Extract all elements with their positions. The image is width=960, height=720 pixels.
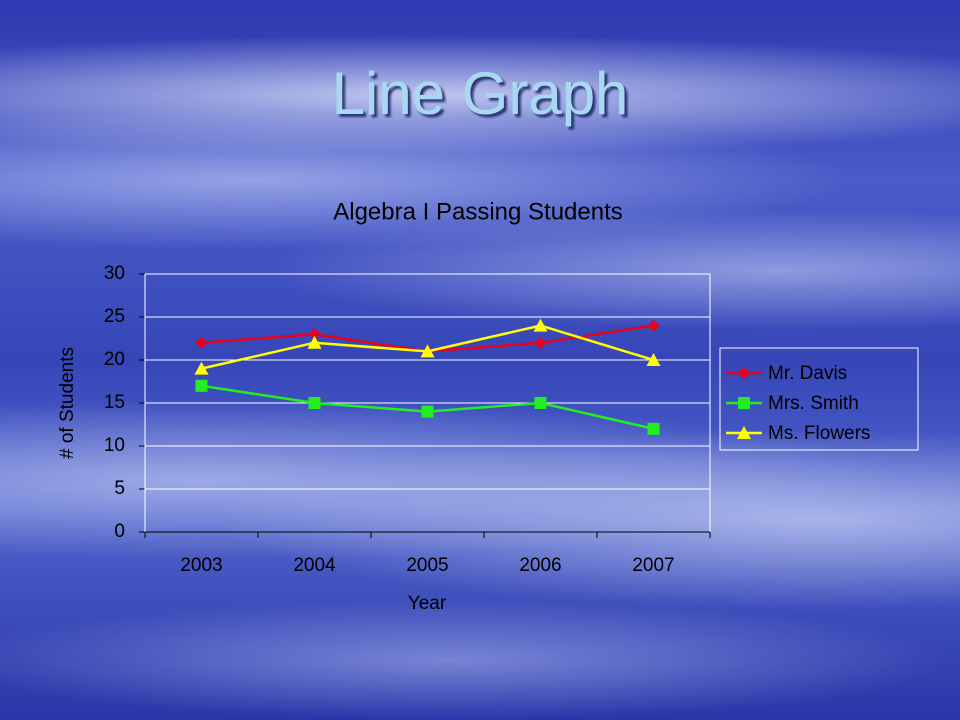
chart-title: Algebra I Passing Students	[333, 198, 623, 225]
legend-label: Mrs. Smith	[768, 393, 859, 414]
series-marker	[647, 319, 660, 332]
y-tick-label: 15	[104, 392, 125, 413]
series-marker	[646, 353, 661, 366]
x-tick-label: 2005	[406, 555, 448, 576]
series-marker	[307, 335, 322, 349]
legend-marker	[737, 426, 751, 439]
y-axis-label: # of Students	[57, 347, 78, 459]
y-tick-label: 5	[114, 478, 125, 499]
x-tick-label: 2007	[632, 555, 674, 576]
y-tick-label: 30	[104, 263, 125, 284]
y-tick-label: 20	[104, 349, 125, 370]
series-marker	[534, 397, 547, 409]
y-tick-label: 0	[114, 521, 125, 542]
x-tick-label: 2004	[293, 555, 336, 576]
series-marker	[195, 379, 208, 392]
series-marker	[647, 422, 660, 435]
legend-marker	[738, 397, 750, 409]
y-tick-label: 25	[104, 306, 125, 327]
legend-label: Mr. Davis	[768, 363, 847, 384]
slide-title: Line Graph	[332, 60, 629, 127]
legend-box	[719, 347, 919, 451]
legend-marker	[738, 367, 750, 379]
series-marker	[533, 318, 548, 332]
series-marker	[195, 336, 208, 349]
series-marker	[194, 361, 209, 375]
series-marker	[534, 336, 547, 349]
series-marker	[308, 397, 321, 409]
x-tick-label: 2006	[519, 555, 561, 576]
y-tick-label: 10	[104, 435, 125, 456]
legend-label: Ms. Flowers	[768, 423, 870, 444]
series-marker	[420, 344, 435, 358]
series-marker	[421, 405, 434, 418]
x-tick-label: 2003	[180, 555, 222, 576]
x-axis-label: Year	[408, 593, 447, 614]
series-marker	[308, 328, 321, 341]
